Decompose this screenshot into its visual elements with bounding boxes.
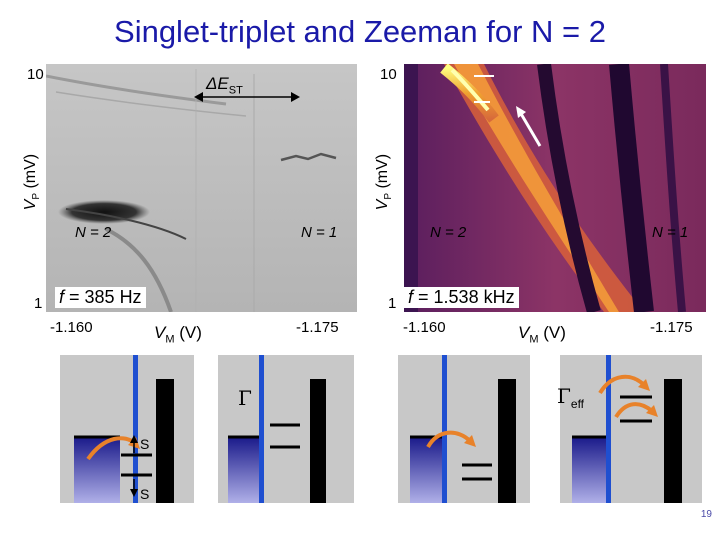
delta-est-label: ΔEST — [206, 74, 243, 97]
right-x-left-tick: -1.160 — [403, 319, 446, 336]
left-x-right-tick: -1.175 — [296, 319, 339, 336]
right-x-axis-label: VM (V) — [518, 323, 566, 346]
right-plot-graphic — [404, 64, 706, 312]
right-n2-label: N = 2 — [430, 224, 467, 241]
slide-title: Singlet-triplet and Zeeman for N = 2 — [114, 14, 606, 49]
left-x-left-tick: -1.160 — [50, 319, 93, 336]
schematic-gamma-label: Γ — [238, 386, 252, 410]
schematic-gamma-eff-label: Γeff — [557, 384, 585, 411]
right-n1-label: N = 1 — [652, 224, 689, 241]
left-n2-label: N = 2 — [75, 224, 112, 241]
left-x-axis-label: VM (V) — [154, 323, 202, 346]
page-number: 19 — [700, 509, 712, 520]
left-n1-label: N = 1 — [301, 224, 338, 241]
left-plot-graphic — [46, 64, 357, 312]
schematic-s-lower-label: S — [140, 486, 150, 502]
schematic-zeeman — [398, 355, 530, 503]
right-y-axis-label: VP (mV) — [373, 153, 395, 211]
schematic-s-upper-label: S — [140, 436, 150, 452]
left-y-bottom-tick: 1 — [34, 295, 43, 312]
left-charge-stability-plot — [46, 64, 357, 312]
schematic-singlet-triplet — [60, 355, 194, 503]
right-y-bottom-tick: 1 — [388, 295, 397, 312]
schematic-gamma-eff — [560, 355, 702, 503]
right-y-top-tick: 10 — [380, 66, 397, 83]
left-frequency-label: f = 385 Hz — [55, 287, 146, 308]
left-y-axis-label: VP (mV) — [21, 153, 43, 211]
right-frequency-label: f = 1.538 kHz — [404, 287, 519, 308]
left-y-top-tick: 10 — [27, 66, 44, 83]
right-x-right-tick: -1.175 — [650, 319, 693, 336]
schematic-gamma — [218, 355, 354, 503]
delta-est-double-arrow — [194, 92, 300, 102]
right-charge-stability-plot — [404, 64, 706, 312]
